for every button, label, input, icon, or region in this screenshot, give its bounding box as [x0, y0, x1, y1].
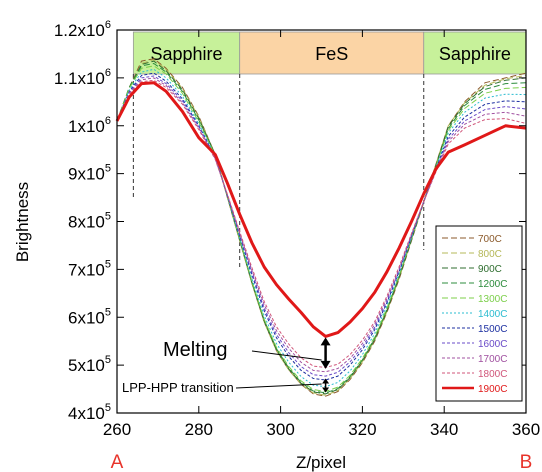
y-tick-label: 9x105 — [68, 163, 111, 184]
legend-label: 1700C — [478, 354, 507, 365]
legend-label: 1900C — [478, 384, 507, 395]
axis-ticks: 260 280 300 320 340 3604x1055x1056x1057x1058x… — [54, 19, 540, 439]
y-tick-label: 8x105 — [68, 211, 111, 232]
y-tick-label: 5x105 — [68, 354, 111, 375]
legend-label: 1400C — [478, 309, 507, 320]
y-tick-base: 8x10 — [68, 213, 105, 232]
legend: 700C 800C 900C 1200C 1300C 1400C 1500C 1600C 170… — [435, 225, 523, 402]
legend-label: 1300C — [478, 294, 507, 305]
x-tick-label: 280 — [185, 420, 213, 439]
melting-label: Melting — [163, 339, 227, 361]
x-tick-label: 300 — [266, 420, 294, 439]
y-tick-exponent: 5 — [105, 211, 111, 223]
y-tick-base: 1.1x10 — [54, 69, 105, 88]
y-tick-exponent: 6 — [105, 67, 111, 79]
region-label: Sapphire — [439, 44, 511, 64]
y-tick-label: 4x105 — [68, 402, 111, 423]
region-label: Sapphire — [150, 44, 222, 64]
region-band — [132, 31, 241, 75]
y-tick-exponent: 5 — [105, 306, 111, 318]
x-tick-label: 320 — [348, 420, 376, 439]
series-line-800c — [116, 59, 527, 396]
region-label: FeS — [315, 44, 348, 64]
y-tick-label: 7x105 — [68, 258, 111, 279]
melting-arrow-head-up — [320, 337, 331, 346]
region-band — [423, 31, 527, 75]
legend-label: 700C — [478, 234, 502, 245]
y-tick-base: 4x10 — [68, 404, 105, 423]
region-band — [239, 31, 425, 75]
transition-arrow-head-down — [322, 387, 330, 393]
x-tick-label: 360 — [512, 420, 540, 439]
melting-pointer — [251, 350, 322, 361]
x-tick-label: 260 — [103, 420, 131, 439]
y-axis-title: Brightness — [13, 182, 32, 262]
transition-label: LPP-HPP transition — [122, 380, 234, 395]
series-lines — [115, 58, 527, 397]
series-line-1900c — [115, 81, 527, 338]
y-tick-label: 6x105 — [68, 306, 111, 327]
y-tick-base: 7x10 — [68, 260, 105, 279]
y-tick-exponent: 5 — [105, 163, 111, 175]
y-tick-exponent: 6 — [105, 19, 111, 31]
x-axis-title: Z/pixel — [296, 453, 346, 472]
legend-label: 1200C — [478, 279, 507, 290]
annotations: Melting LPP-HPP transition — [122, 337, 331, 395]
y-tick-exponent: 5 — [105, 402, 111, 414]
legend-label: 1500C — [478, 324, 507, 335]
y-tick-label: 1x106 — [68, 115, 111, 136]
series-line-900c — [116, 60, 527, 395]
legend-label: 800C — [478, 249, 502, 260]
y-tick-exponent: 6 — [105, 115, 111, 127]
legend-label: 900C — [478, 264, 502, 275]
transition-pointer — [235, 383, 322, 389]
transition-arrow-head-up — [322, 378, 330, 384]
legend-label: 1800C — [478, 369, 507, 380]
series-line-1500c — [116, 72, 527, 381]
y-tick-base: 5x10 — [68, 356, 105, 375]
legend-label: 1600C — [478, 339, 507, 350]
series-line-1200c — [116, 63, 527, 394]
y-tick-label: 1.2x106 — [54, 19, 111, 40]
y-tick-base: 1x10 — [68, 117, 105, 136]
endpoint-label-right: B — [520, 452, 533, 472]
y-tick-exponent: 5 — [105, 258, 111, 270]
series-line-1300c — [116, 65, 527, 392]
endpoint-label-left: A — [111, 452, 124, 472]
region-bands: Sapphire FeS Sapphire — [132, 31, 527, 75]
melting-arrow-head-down — [320, 360, 331, 369]
x-tick-label: 340 — [430, 420, 458, 439]
y-tick-base: 6x10 — [68, 308, 105, 327]
y-tick-base: 9x10 — [68, 165, 105, 184]
y-tick-label: 1.1x106 — [54, 67, 111, 88]
y-tick-exponent: 5 — [105, 354, 111, 366]
y-tick-base: 1.2x10 — [54, 21, 105, 40]
